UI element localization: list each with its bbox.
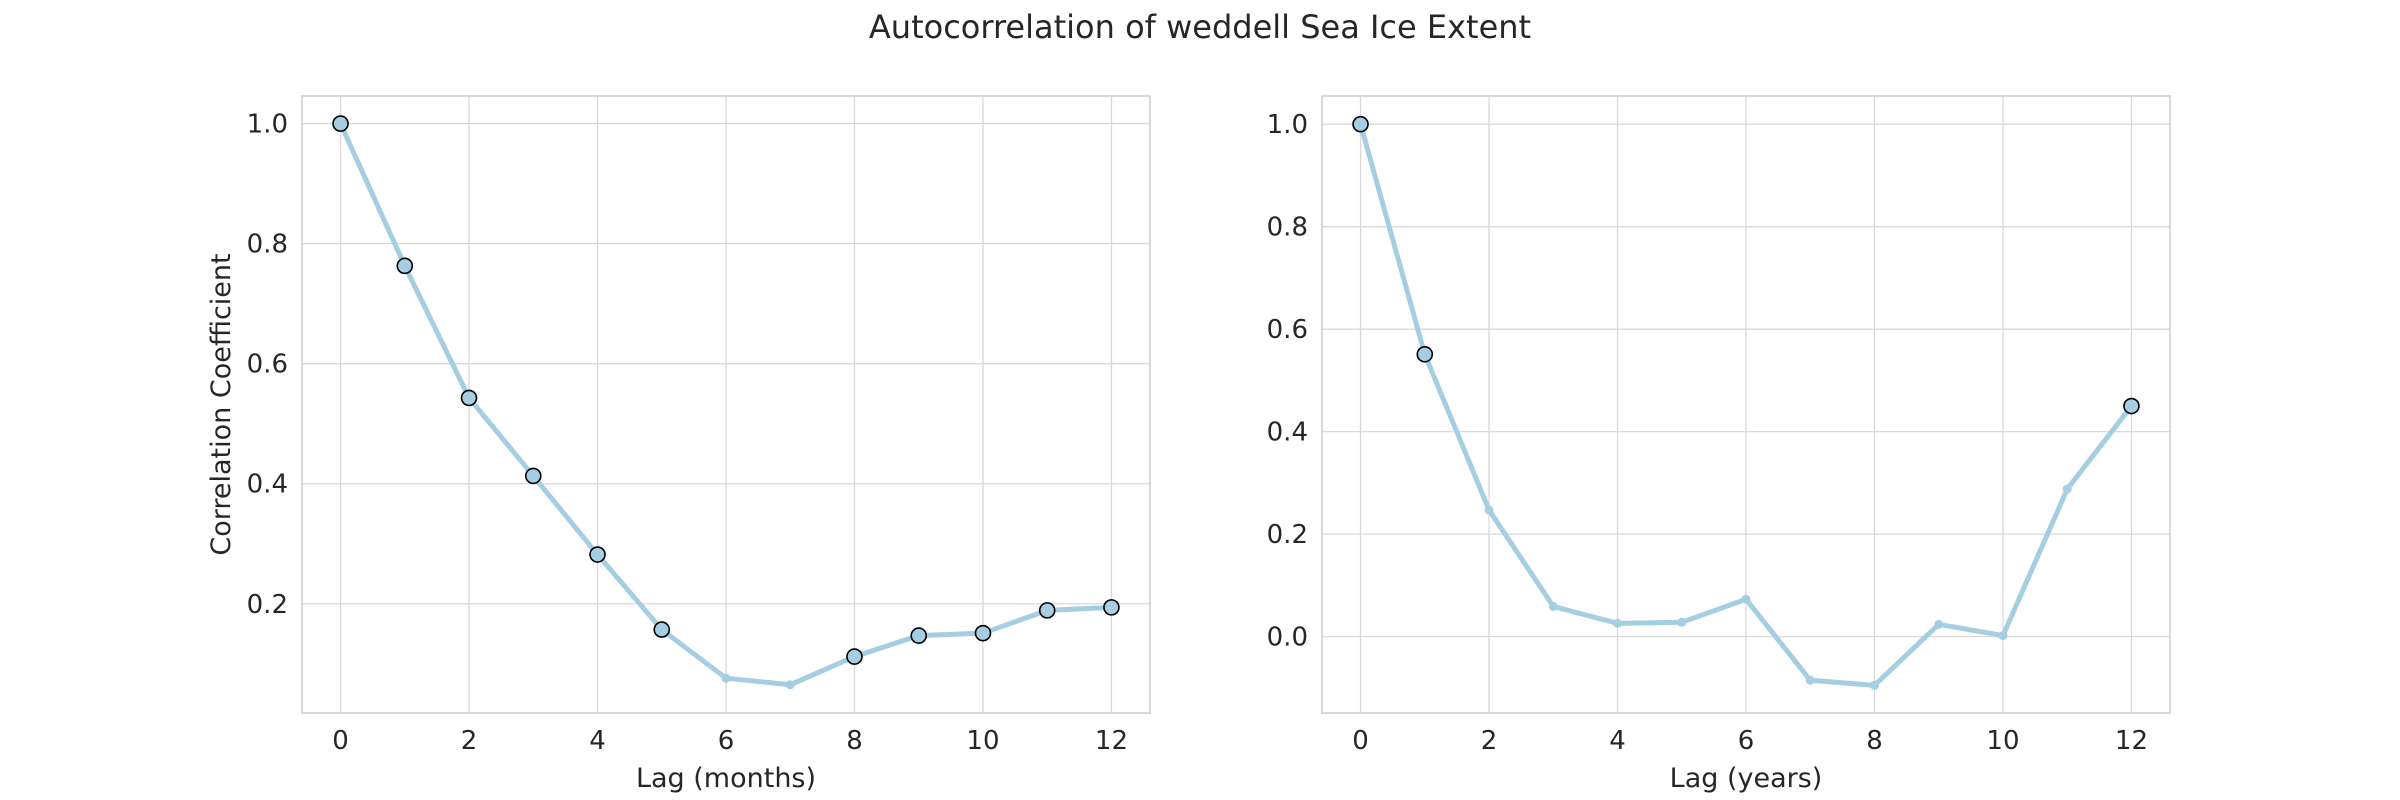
chart1-xtick-label: 8 [846, 726, 863, 756]
chart1-data-point [785, 680, 795, 690]
chart2-data-point [2062, 484, 2072, 494]
chart2-data-point [1741, 594, 1751, 604]
chart1-significant-point [396, 257, 414, 275]
chart2-data-point [1869, 680, 1879, 690]
chart2-xtick-label: 2 [1481, 726, 1498, 756]
chart2-data-point [1484, 505, 1494, 515]
figure-title: Autocorrelation of weddell Sea Ice Exten… [868, 8, 1532, 46]
chart2-xtick-label: 0 [1352, 726, 1369, 756]
chart2-ytick-label: 0.8 [1267, 213, 1308, 243]
chart2-xtick-label: 10 [1986, 726, 2019, 756]
chart1-xtick-label: 10 [966, 726, 999, 756]
chart1-significant-point [460, 389, 478, 407]
chart2-frame [1321, 95, 2171, 714]
chart1-significant-point [974, 624, 992, 642]
chart2-data-point [1934, 619, 1944, 629]
chart2-xtick-label: 6 [1738, 726, 1755, 756]
chart2-data-point [1548, 601, 1558, 611]
chart1-xtick-label: 4 [589, 726, 606, 756]
chart1-xtick-label: 2 [461, 726, 478, 756]
chart1-significant-point [846, 648, 863, 665]
chart2-significant-point [1416, 345, 1434, 363]
chart1-data-point [721, 673, 731, 683]
chart2-significant-point [2123, 397, 2140, 415]
chart1-ytick-label: 1.0 [247, 110, 288, 140]
chart2-data-point [1805, 675, 1815, 685]
chart1-ylabel: Correlation Coefficient [206, 253, 237, 555]
chart1-ytick-label: 0.2 [247, 590, 288, 620]
chart1-significant-point [524, 467, 542, 485]
chart2-ytick-label: 1.0 [1267, 110, 1308, 140]
chart1-ytick-label: 0.8 [247, 230, 288, 260]
chart1-significant-point [653, 621, 671, 638]
chart1-significant-point [332, 115, 349, 132]
chart1-xtick-label: 6 [718, 726, 735, 756]
chart2-data-point [1998, 631, 2008, 641]
chart1-significant-point [589, 546, 606, 563]
chart1-significant-point [1103, 599, 1120, 616]
chart1-significant-point [1038, 602, 1056, 619]
chart1-xlabel: Lag (months) [636, 763, 816, 794]
chart2-ytick-label: 0.2 [1267, 520, 1308, 550]
chart1-ytick-label: 0.6 [247, 350, 288, 380]
chart2-xlabel: Lag (years) [1670, 763, 1823, 794]
chart1-xtick-label: 12 [1095, 726, 1128, 756]
chart2-xtick-label: 8 [1866, 726, 1883, 756]
chart2-xtick-label: 12 [2115, 726, 2148, 756]
chart2-xtick-label: 4 [1609, 726, 1626, 756]
chart1-ytick-label: 0.4 [247, 470, 288, 500]
chart2-ytick-label: 0.0 [1267, 623, 1308, 653]
chart2-ytick-label: 0.4 [1267, 418, 1308, 448]
chart1-significant-point [910, 627, 928, 644]
chart2-data-point [1613, 618, 1623, 628]
chart2-ytick-label: 0.6 [1267, 315, 1308, 345]
chart1-xtick-label: 0 [332, 726, 349, 756]
chart1-frame [301, 95, 1151, 714]
chart2-significant-point [1352, 115, 1369, 133]
chart2-data-point [1677, 617, 1687, 627]
